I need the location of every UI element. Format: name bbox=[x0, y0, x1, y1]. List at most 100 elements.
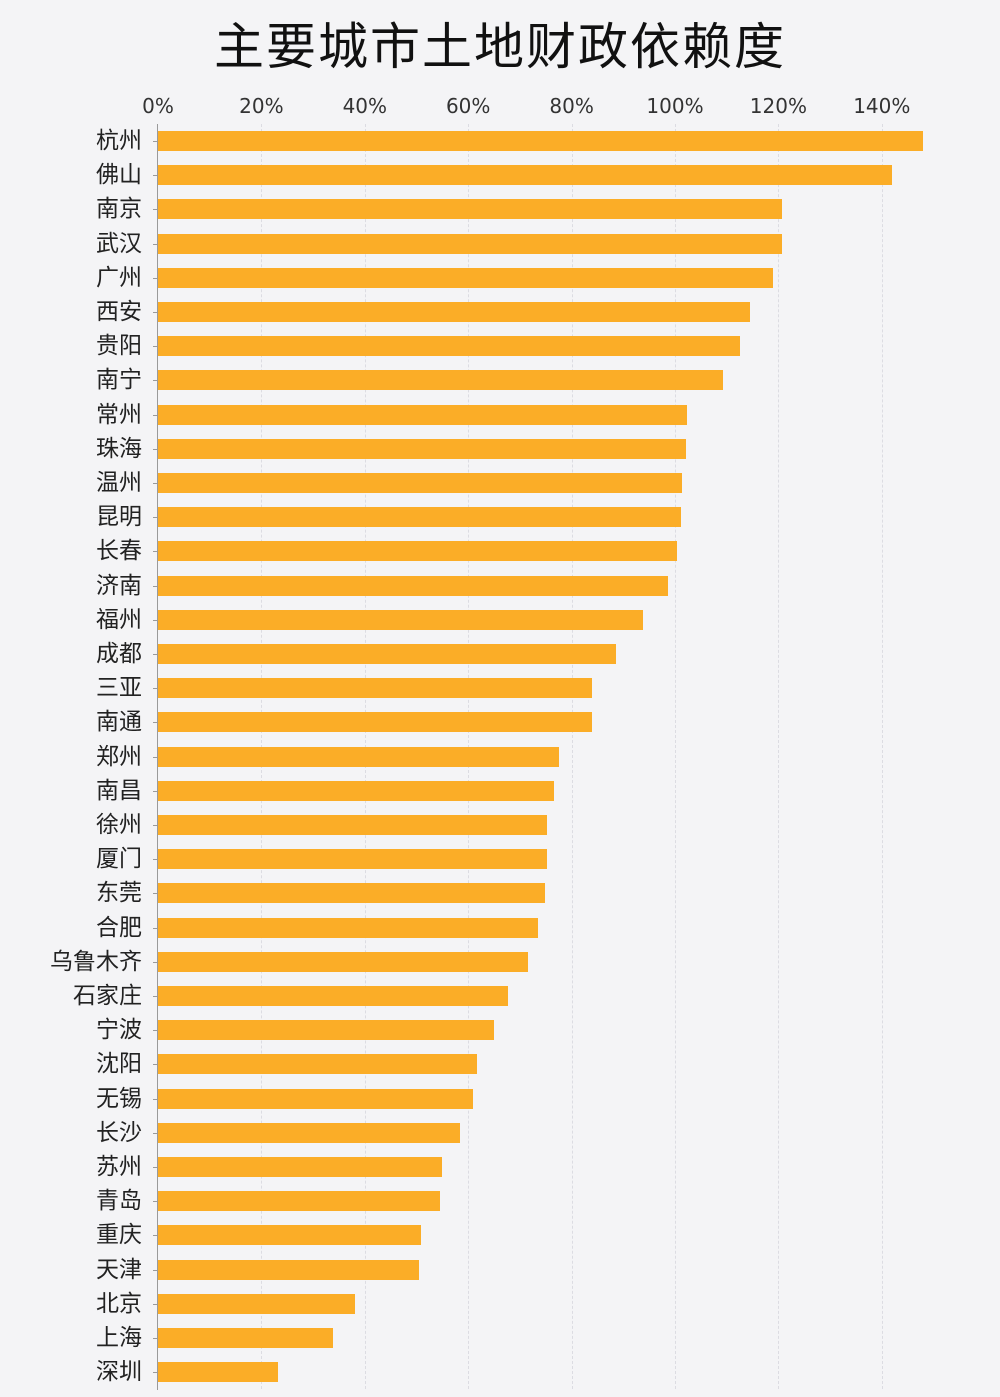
bar bbox=[158, 849, 547, 870]
bar bbox=[158, 712, 593, 733]
y-tick bbox=[153, 312, 157, 313]
y-tick bbox=[153, 790, 157, 792]
bar bbox=[158, 1122, 460, 1143]
bar-row: 东莞 bbox=[0, 880, 1000, 906]
y-tick bbox=[153, 996, 157, 997]
bar-row: 成都 bbox=[0, 641, 1000, 667]
bar bbox=[158, 917, 538, 938]
y-tick bbox=[153, 414, 157, 416]
y-tick bbox=[153, 346, 157, 348]
bar-row: 天津 bbox=[0, 1257, 1000, 1283]
bar bbox=[158, 165, 893, 186]
city-label: 东莞 bbox=[96, 880, 142, 907]
y-tick bbox=[153, 1132, 157, 1134]
bar-row: 西安 bbox=[0, 299, 1000, 325]
city-label: 长春 bbox=[96, 538, 142, 565]
bar-row: 济南 bbox=[0, 573, 1000, 599]
bar-row: 长春 bbox=[0, 538, 1000, 564]
bar-row: 广州 bbox=[0, 265, 1000, 291]
bar bbox=[158, 609, 643, 630]
y-tick bbox=[153, 1098, 157, 1100]
chart-title: 主要城市土地财政依赖度 bbox=[214, 18, 786, 76]
bar bbox=[158, 678, 593, 699]
y-tick bbox=[153, 517, 157, 519]
y-tick bbox=[153, 380, 157, 382]
bar bbox=[158, 302, 750, 322]
bar bbox=[158, 1157, 442, 1177]
bar bbox=[158, 1020, 495, 1041]
bar bbox=[158, 1362, 278, 1383]
city-label: 徐州 bbox=[96, 812, 142, 838]
city-label: 南京 bbox=[96, 196, 142, 223]
x-tick-label: 80% bbox=[549, 94, 594, 118]
bar bbox=[158, 1054, 477, 1075]
y-tick bbox=[153, 1372, 157, 1374]
bar bbox=[158, 1293, 355, 1314]
bar-row: 珠海 bbox=[0, 436, 1000, 462]
bar-row: 长沙 bbox=[0, 1120, 1000, 1146]
city-label: 重庆 bbox=[96, 1222, 142, 1249]
y-axis-line bbox=[157, 124, 158, 1390]
city-label: 常州 bbox=[96, 401, 142, 428]
city-label: 温州 bbox=[96, 470, 142, 496]
city-label: 合肥 bbox=[96, 914, 142, 941]
x-tick-label: 20% bbox=[239, 94, 284, 118]
y-tick bbox=[153, 893, 157, 895]
bar-row: 青岛 bbox=[0, 1188, 1000, 1214]
city-label: 沈阳 bbox=[96, 1051, 142, 1078]
bar-row: 上海 bbox=[0, 1325, 1000, 1351]
bar-row: 重庆 bbox=[0, 1222, 1000, 1248]
city-label: 三亚 bbox=[96, 675, 142, 702]
bar bbox=[158, 336, 741, 357]
city-label: 广州 bbox=[96, 264, 142, 291]
bar-row: 深圳 bbox=[0, 1359, 1000, 1385]
y-tick bbox=[153, 551, 157, 553]
bar-row: 乌鲁木齐 bbox=[0, 949, 1000, 975]
bar-row: 苏州 bbox=[0, 1154, 1000, 1180]
y-tick bbox=[153, 1338, 157, 1339]
gridline bbox=[571, 124, 573, 1389]
bar-row: 昆明 bbox=[0, 504, 1000, 530]
y-tick bbox=[153, 448, 157, 450]
bar-row: 三亚 bbox=[0, 675, 1000, 701]
city-label: 郑州 bbox=[96, 743, 142, 770]
bar bbox=[158, 986, 508, 1006]
city-label: 南昌 bbox=[96, 777, 142, 804]
y-tick bbox=[153, 243, 157, 245]
bar-row: 宁波 bbox=[0, 1017, 1000, 1043]
bar bbox=[158, 438, 686, 459]
city-label: 深圳 bbox=[96, 1359, 142, 1386]
y-tick bbox=[153, 1030, 157, 1032]
bar bbox=[158, 644, 617, 664]
city-label: 南通 bbox=[96, 709, 142, 736]
y-tick bbox=[153, 175, 157, 177]
bar-row: 郑州 bbox=[0, 744, 1000, 770]
bar-row: 常州 bbox=[0, 402, 1000, 428]
city-label: 天津 bbox=[96, 1256, 142, 1283]
bar-row: 沈阳 bbox=[0, 1051, 1000, 1077]
city-label: 乌鲁木齐 bbox=[50, 948, 142, 975]
y-tick bbox=[153, 277, 157, 279]
bar bbox=[158, 780, 555, 801]
bar bbox=[158, 1328, 333, 1348]
y-tick bbox=[153, 859, 157, 861]
y-tick bbox=[153, 1235, 157, 1237]
bar bbox=[158, 575, 668, 596]
bar bbox=[158, 267, 774, 288]
y-tick bbox=[153, 927, 157, 929]
bar bbox=[158, 473, 683, 493]
city-label: 福州 bbox=[96, 606, 142, 633]
bar-row: 佛山 bbox=[0, 162, 1000, 188]
city-label: 武汉 bbox=[96, 230, 142, 257]
bar-row: 合肥 bbox=[0, 915, 1000, 941]
y-tick bbox=[153, 141, 157, 142]
bar bbox=[158, 131, 924, 151]
y-tick bbox=[153, 1303, 157, 1305]
y-tick bbox=[153, 1201, 157, 1203]
bar bbox=[158, 1259, 420, 1280]
bar-row: 南京 bbox=[0, 196, 1000, 222]
bar bbox=[158, 199, 783, 220]
bar-row: 南通 bbox=[0, 709, 1000, 735]
bar-row: 北京 bbox=[0, 1291, 1000, 1317]
bar-row: 石家庄 bbox=[0, 983, 1000, 1009]
